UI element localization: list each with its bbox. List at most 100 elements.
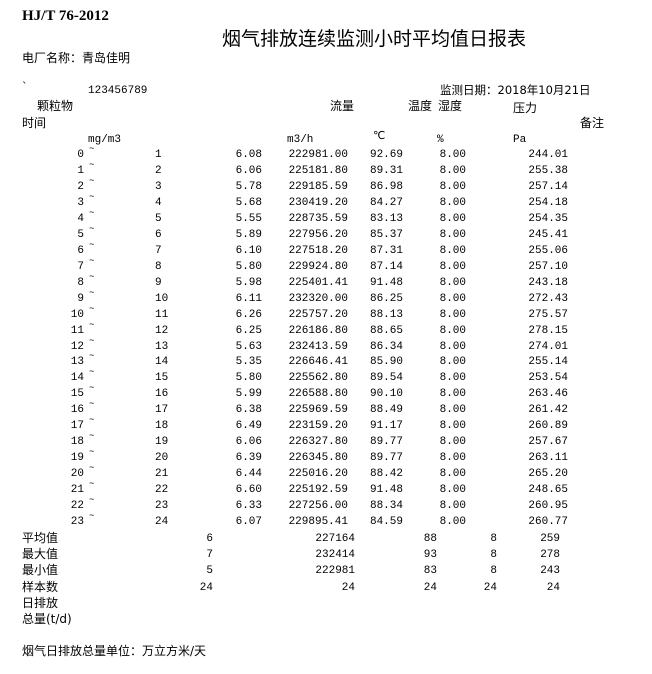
standard-code: HJ/T 76-2012 (22, 8, 109, 24)
flow-value: 230419.20 (288, 196, 348, 209)
temperature-value: 83.13 (369, 212, 403, 225)
hour-from: 1 (77, 164, 84, 177)
humidity-value: 8.00 (439, 340, 466, 353)
temperature-value: 24 (423, 581, 437, 594)
particles-value: 5.55 (235, 212, 262, 225)
particles-value: 5.68 (235, 196, 262, 209)
humidity-value: 8.00 (439, 292, 466, 305)
pressure-value: 254.35 (528, 212, 568, 225)
particles-value: 6.10 (235, 244, 262, 257)
col-time: 时间 (22, 116, 47, 130)
temperature-value: 89.77 (369, 452, 403, 465)
tilde-separator: ~ (89, 287, 95, 298)
particles-value: 5.63 (235, 340, 262, 353)
tilde-separator: ~ (89, 351, 95, 362)
flow-value: 222981 (315, 565, 355, 578)
hour-to: 6 (155, 228, 162, 241)
hour-to: 11 (155, 308, 169, 321)
report-title: 烟气排放连续监测小时平均值日报表 (222, 28, 527, 50)
humidity-value: 8.00 (439, 244, 466, 257)
tilde-separator: ~ (89, 415, 95, 426)
tilde-separator: ~ (89, 383, 95, 394)
humidity-value: 8.00 (439, 452, 466, 465)
pressure-value: 278.15 (528, 324, 568, 337)
total-label: 总量(t/d) (22, 612, 72, 626)
pressure-value: 261.42 (528, 404, 568, 417)
temperature-value: 88.65 (369, 324, 403, 337)
particles-value: 6.25 (235, 324, 262, 337)
temperature-value: 89.31 (369, 164, 403, 177)
hour-to: 16 (155, 388, 169, 401)
tilde-separator: ~ (89, 223, 95, 234)
particles-value: 6.06 (235, 436, 262, 449)
pressure-value: 253.54 (528, 372, 568, 385)
hour-to: 22 (155, 484, 169, 497)
humidity-value: 8.00 (439, 164, 466, 177)
hour-from: 0 (77, 149, 84, 161)
hour-from: 18 (70, 436, 84, 449)
pressure-value: 257.67 (528, 436, 568, 449)
col-flow: 流量 (330, 99, 355, 113)
hour-to: 23 (155, 500, 169, 513)
unit-particles: mg/m3 (88, 134, 122, 146)
humidity-value: 8.00 (439, 484, 466, 497)
particles-value: 5.78 (235, 180, 262, 193)
pressure-value: 260.89 (528, 420, 568, 433)
tilde-separator: ~ (89, 303, 95, 314)
temperature-value: 88 (423, 533, 437, 545)
flow-value: 225181.80 (288, 164, 348, 177)
humidity-value: 8.00 (439, 436, 466, 449)
hour-to: 19 (155, 436, 169, 449)
pressure-value: 245.41 (528, 228, 568, 241)
humidity-value: 8.00 (439, 468, 466, 481)
flow-value: 229924.80 (288, 260, 348, 273)
flow-value: 225757.20 (288, 308, 348, 321)
hour-from: 7 (77, 260, 84, 273)
humidity-value: 8.00 (439, 149, 466, 161)
hour-from: 11 (70, 324, 84, 337)
particles-value: 6.38 (235, 404, 262, 417)
col-remark: 备注 (580, 116, 605, 130)
humidity-value: 8.00 (439, 372, 466, 385)
hour-from: 5 (77, 228, 84, 241)
flow-value: 226327.80 (288, 436, 348, 449)
unit-humidity: % (437, 134, 444, 146)
pressure-value: 263.46 (528, 388, 568, 401)
temperature-value: 86.34 (369, 340, 403, 353)
tilde-separator: ~ (89, 431, 95, 442)
unit-pressure: Pa (513, 134, 527, 146)
particles-value: 5.98 (235, 276, 262, 289)
pressure-value: 259 (540, 533, 560, 545)
summary-label: 样本数 (22, 579, 59, 594)
flow-value: 226646.41 (288, 356, 348, 369)
hour-to: 1 (155, 149, 162, 161)
tilde-separator: ~ (89, 495, 95, 506)
hour-to: 9 (155, 276, 162, 289)
hour-to: 20 (155, 452, 169, 465)
flow-value: 226345.80 (288, 452, 348, 465)
particles-value: 5 (206, 565, 213, 578)
humidity-value: 8.00 (439, 180, 466, 193)
tilde-separator: ~ (89, 463, 95, 474)
humidity-value: 8.00 (439, 308, 466, 321)
hour-from: 23 (70, 516, 84, 529)
humidity-value: 8.00 (439, 420, 466, 433)
hour-from: 19 (70, 452, 84, 465)
flow-value: 228735.59 (288, 212, 348, 225)
particles-value: 6.44 (235, 468, 262, 481)
temperature-value: 85.90 (369, 356, 403, 369)
particles-value: 24 (199, 581, 213, 594)
summary-label: 最小值 (22, 563, 59, 578)
flow-value: 225969.59 (288, 404, 348, 417)
flow-value: 227164 (315, 533, 355, 545)
col-humidity: 湿度 (438, 99, 463, 113)
tilde-separator: ~ (89, 399, 95, 410)
particles-value: 5.80 (235, 260, 262, 273)
humidity-value: 8.00 (439, 388, 466, 401)
hour-to: 14 (155, 356, 169, 369)
pressure-value: 257.10 (528, 260, 568, 273)
hour-to: 7 (155, 244, 162, 257)
humidity-value: 8.00 (439, 196, 466, 209)
tilde-separator: ~ (89, 335, 95, 346)
hour-from: 13 (70, 356, 84, 369)
